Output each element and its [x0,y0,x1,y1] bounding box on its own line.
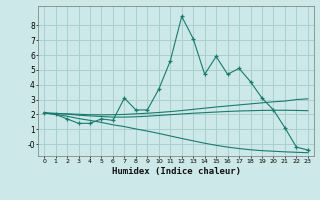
X-axis label: Humidex (Indice chaleur): Humidex (Indice chaleur) [111,167,241,176]
